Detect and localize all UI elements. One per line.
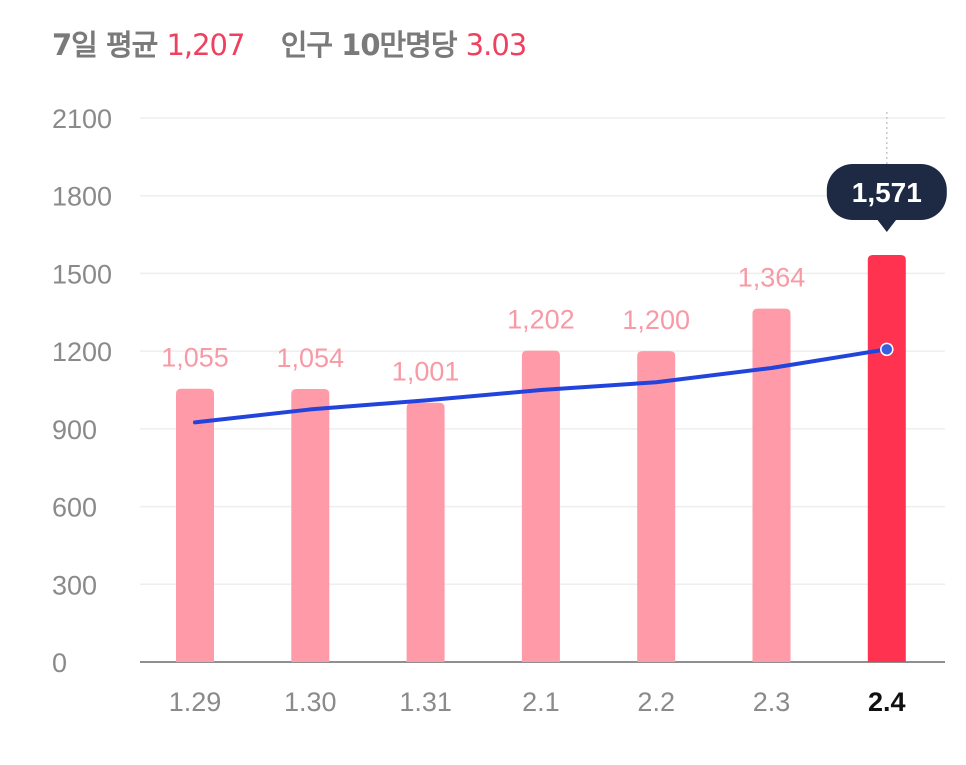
bar (406, 402, 445, 662)
y-tick-label: 1800 (52, 182, 112, 212)
x-tick-label: 1.29 (169, 687, 222, 717)
x-tick-label: 2.4 (868, 687, 906, 717)
bar (752, 308, 791, 662)
bar-value-label: 1,364 (738, 263, 806, 293)
y-tick-label: 900 (52, 415, 97, 445)
y-tick-label: 600 (52, 493, 97, 523)
average-line (193, 347, 889, 425)
x-tick-label: 2.3 (753, 687, 791, 717)
y-tick-label: 300 (52, 570, 97, 600)
bar-value-label: 1,200 (622, 305, 690, 335)
avg-label: 7일 평균 (52, 28, 158, 62)
x-tick-label: 2.1 (522, 687, 560, 717)
bar-value-label: 1,055 (161, 343, 229, 373)
bar-value-label: 1,054 (277, 343, 345, 373)
average-line-endpoint (880, 342, 894, 357)
bar (521, 350, 560, 662)
bar (291, 388, 330, 662)
x-tick-label: 1.31 (399, 687, 452, 717)
x-tick-label: 1.30 (284, 687, 337, 717)
per-capita-label: 인구 10만명당 (280, 28, 458, 62)
y-tick-label: 1500 (52, 259, 112, 289)
bar-value-label: 1,202 (507, 305, 575, 335)
x-tick-label: 2.2 (637, 687, 675, 717)
bar-highlighted (867, 255, 906, 662)
tooltip-value: 1,571 (852, 177, 922, 208)
tooltip-pointer (876, 219, 897, 232)
bar-value-label: 1,001 (392, 357, 460, 387)
chart-header: 7일 평균 1,207 인구 10만명당 3.03 (52, 22, 528, 64)
bar (176, 388, 214, 662)
per-capita-value: 3.03 (465, 28, 528, 62)
avg-value: 1,207 (166, 28, 245, 62)
y-tick-label: 2100 (52, 104, 112, 134)
y-tick-label: 0 (52, 648, 67, 678)
y-tick-label: 1200 (52, 337, 112, 367)
tooltip-bubble (826, 164, 947, 220)
bar (637, 351, 676, 662)
